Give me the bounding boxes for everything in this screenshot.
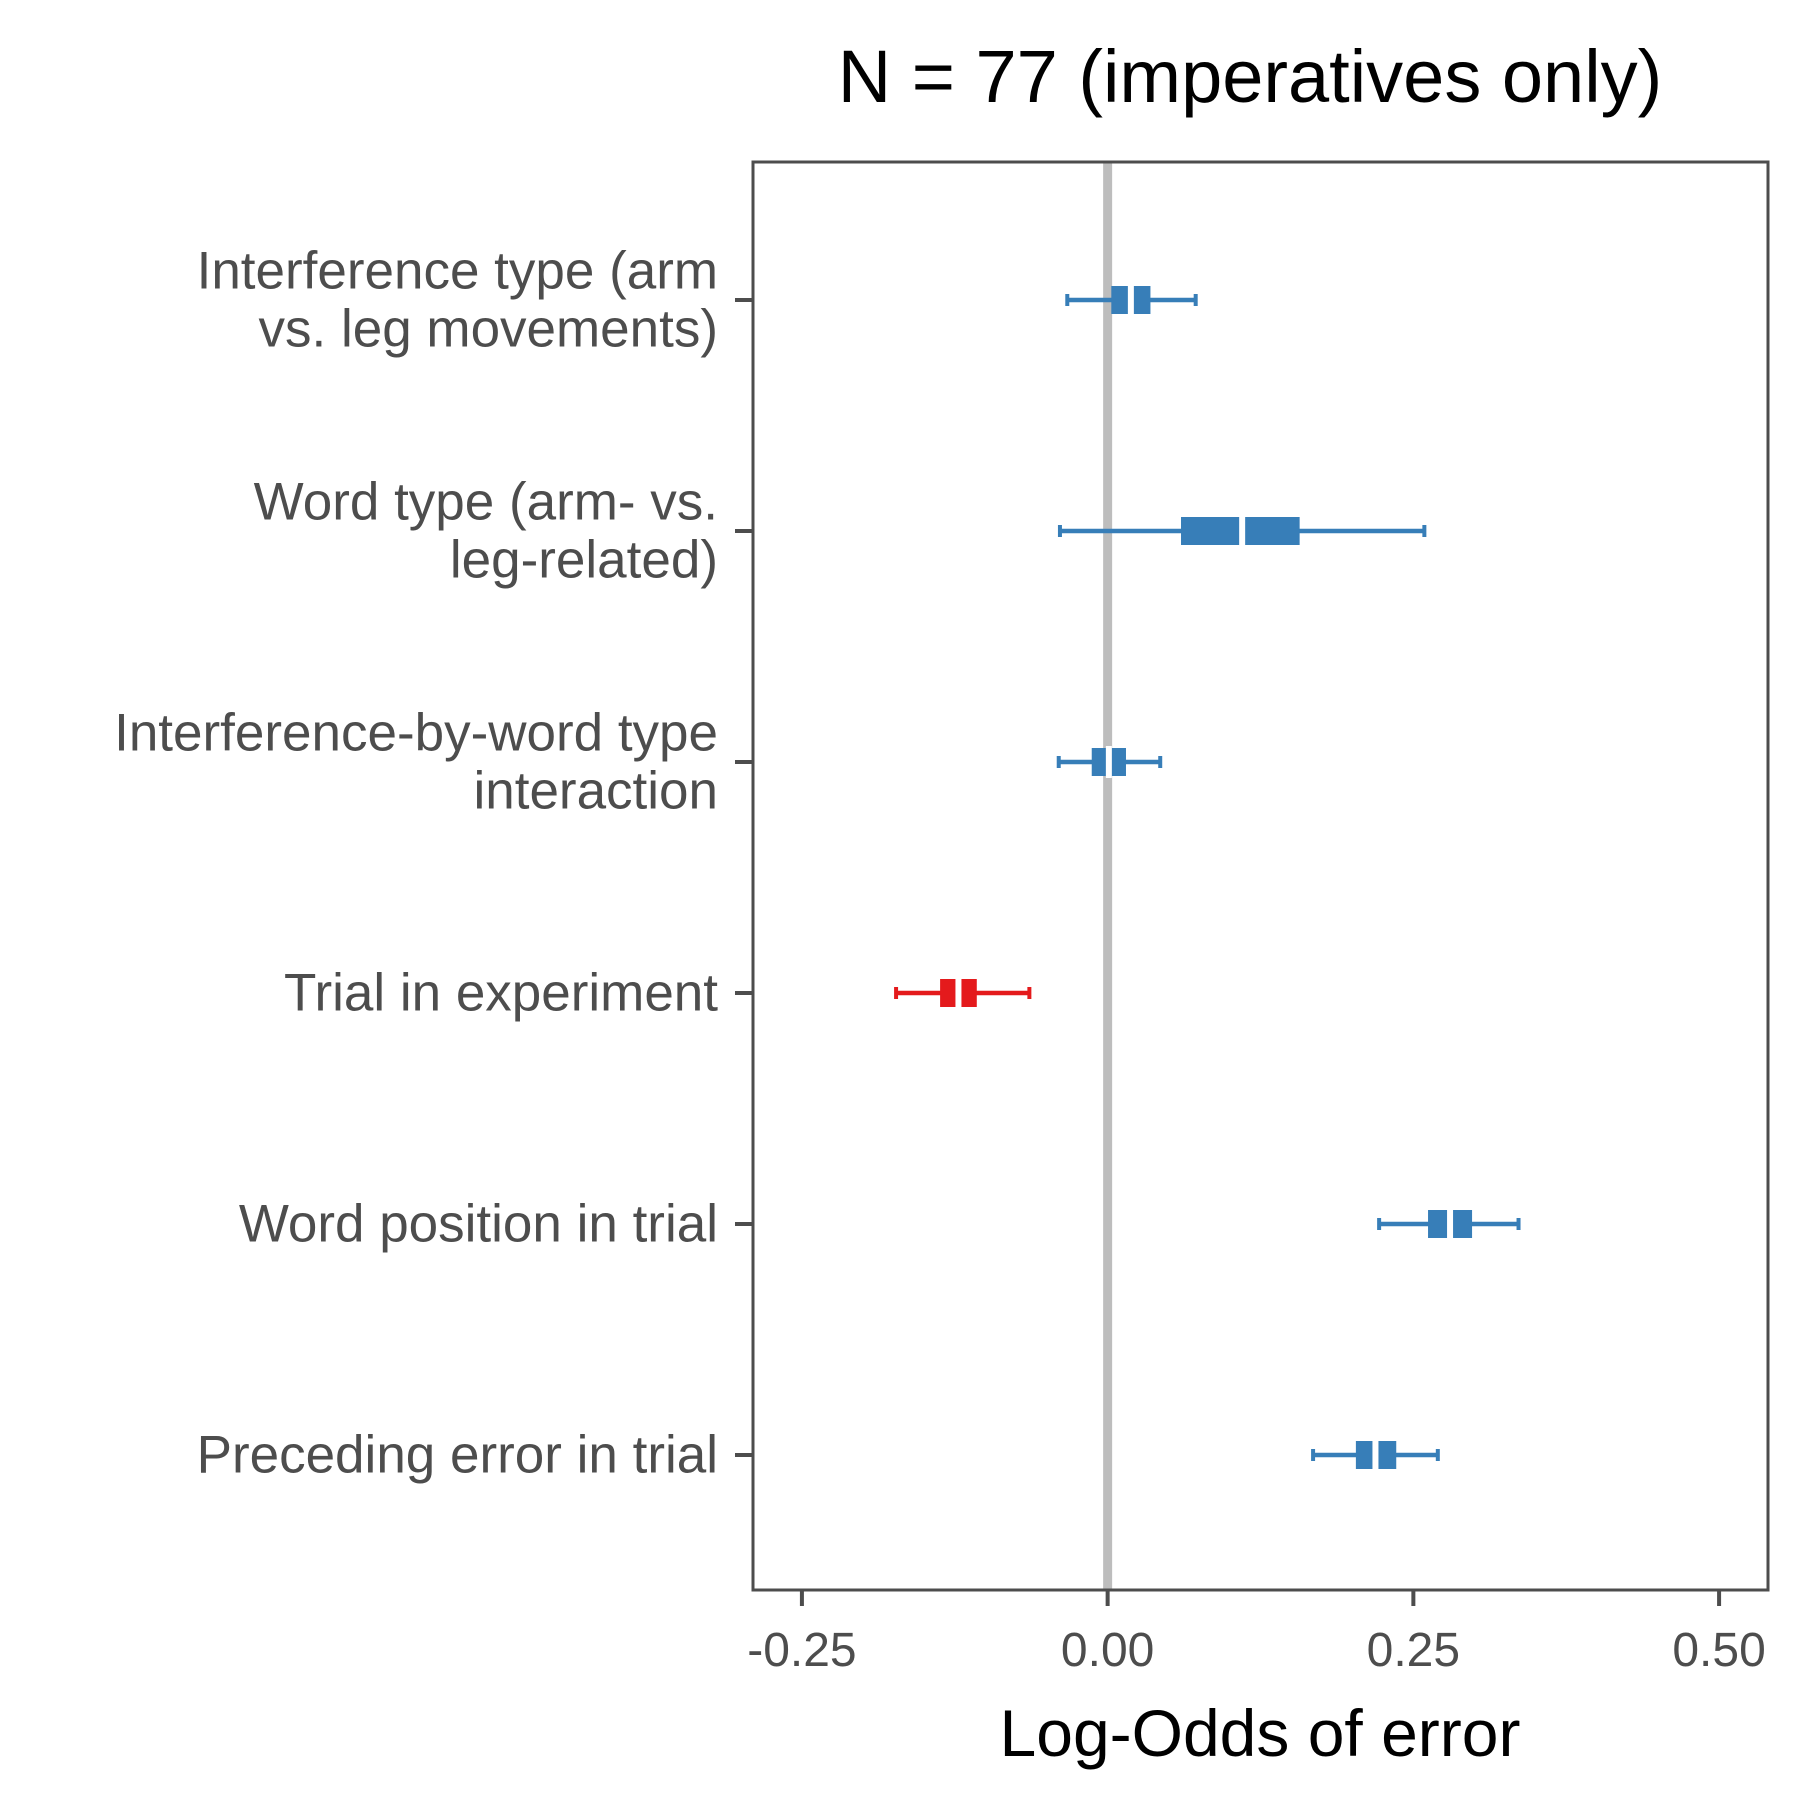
y-tick-label: vs. leg movements) bbox=[259, 300, 718, 359]
chart-title: N = 77 (imperatives only) bbox=[838, 35, 1663, 118]
y-tick-label: Interference-by-word type bbox=[114, 704, 718, 763]
x-axis: -0.25 0.00 0.25 0.50 bbox=[747, 1590, 1766, 1677]
marks-layer bbox=[894, 284, 1521, 1471]
estimate-row bbox=[1056, 746, 1163, 778]
y-tick-label: Word type (arm- vs. bbox=[254, 473, 718, 532]
y-tick-label: Word position in trial bbox=[239, 1195, 718, 1254]
estimate-row bbox=[1377, 1208, 1521, 1240]
y-tick-label: Preceding error in trial bbox=[197, 1426, 718, 1485]
x-tick-label: 0.25 bbox=[1367, 1624, 1460, 1677]
estimate-row bbox=[1311, 1439, 1440, 1471]
x-axis-title: Log-Odds of error bbox=[1000, 1696, 1521, 1770]
estimate-row bbox=[1057, 515, 1427, 547]
y-tick-label: Interference type (arm bbox=[197, 242, 718, 301]
y-tick-label: leg-related) bbox=[450, 531, 718, 590]
y-tick-label: interaction bbox=[473, 762, 718, 821]
estimate-row bbox=[1065, 284, 1198, 316]
panel-border bbox=[751, 160, 1770, 1592]
y-tick-label: Trial in experiment bbox=[284, 964, 718, 1023]
x-tick-label: 0.50 bbox=[1672, 1624, 1765, 1677]
x-tick-label: 0.00 bbox=[1061, 1624, 1154, 1677]
estimate-row bbox=[894, 977, 1032, 1009]
x-tick-label: -0.25 bbox=[747, 1624, 856, 1677]
